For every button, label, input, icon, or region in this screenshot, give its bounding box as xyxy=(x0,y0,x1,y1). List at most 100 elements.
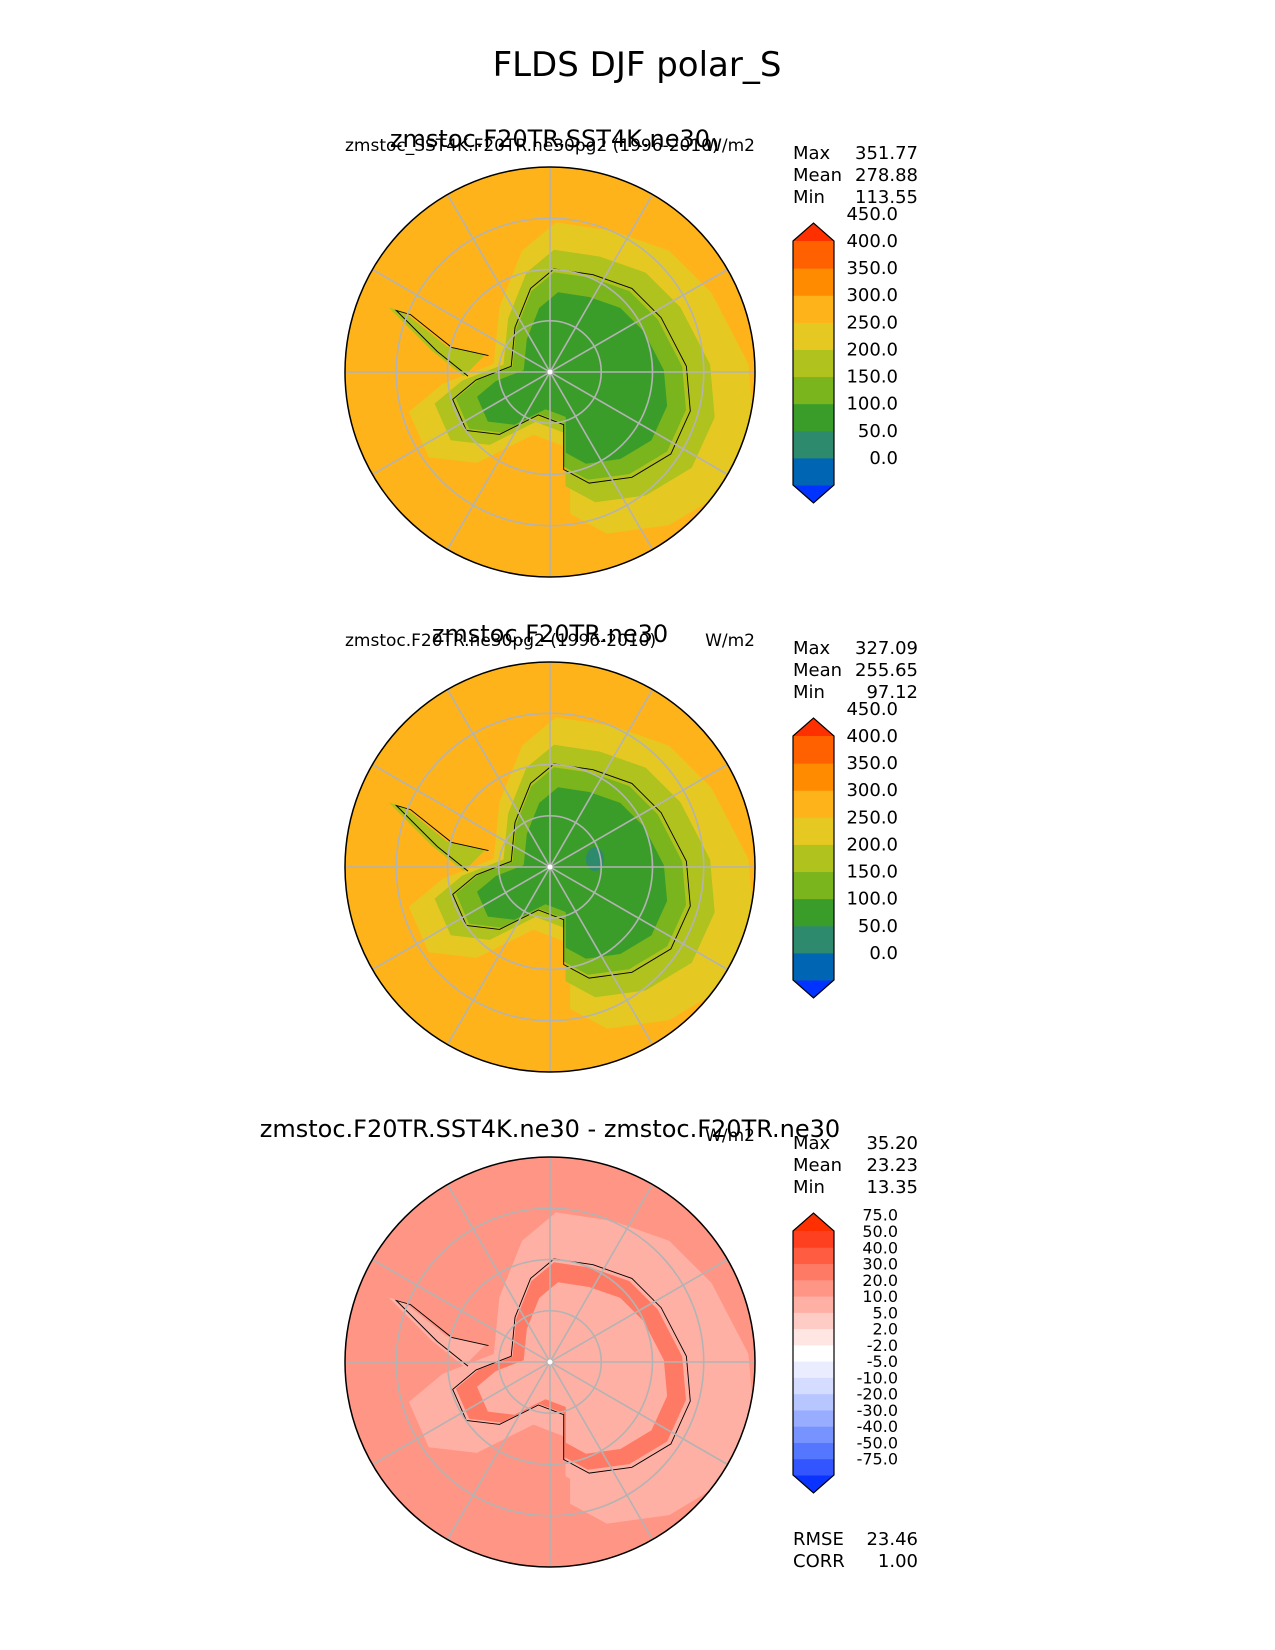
colorbar-swatch xyxy=(793,1361,834,1378)
colorbar-swatch xyxy=(793,1409,834,1427)
colorbar-tick-label: -50.0 xyxy=(857,1433,898,1452)
colorbar-swatch xyxy=(793,1279,834,1297)
colorbar-tick-label: 200.0 xyxy=(846,339,898,360)
colorbar-tick-label: 200.0 xyxy=(846,834,898,855)
pole-marker xyxy=(547,864,553,870)
stat-label: Max xyxy=(793,638,831,659)
panel-units-label: W/m2 xyxy=(705,136,755,156)
colorbar-extend-min xyxy=(793,980,834,998)
colorbar-tick-label: 75.0 xyxy=(862,1206,898,1225)
colorbar-tick-label: 150.0 xyxy=(846,367,898,388)
colorbar-outline xyxy=(792,222,835,504)
stat-value: 97.12 xyxy=(866,682,918,703)
colorbar-swatch xyxy=(793,430,834,459)
colorbar-swatch xyxy=(793,1458,834,1476)
polar-map xyxy=(345,662,755,1072)
figure-title: FLDS DJF polar_S xyxy=(493,45,782,85)
colorbar-extend-min xyxy=(793,485,834,503)
stat-label: Mean xyxy=(793,660,842,681)
plateau-field xyxy=(477,1282,668,1454)
peninsula-field xyxy=(388,307,486,377)
metric-label: CORR xyxy=(793,1551,845,1572)
colorbar-outline xyxy=(792,717,835,999)
colorbar-tick-label: 50.0 xyxy=(858,421,898,442)
colorbar-tick-label: 100.0 xyxy=(846,889,898,910)
colorbar-tick-label: 450.0 xyxy=(846,204,898,225)
colorbar-extend-min xyxy=(793,1475,834,1493)
coastline xyxy=(452,1258,691,1474)
colorbar-tick-label: 50.0 xyxy=(858,916,898,937)
colorbar-swatch xyxy=(793,952,834,981)
colorbar-swatch xyxy=(793,1263,834,1281)
stat-value: 351.77 xyxy=(855,143,918,164)
stat-value: 35.20 xyxy=(866,1133,918,1154)
colorbar-swatch xyxy=(793,1442,834,1460)
peninsula-field xyxy=(388,802,486,872)
metric-label: RMSE xyxy=(793,1529,844,1550)
colorbar-swatch xyxy=(793,844,834,873)
colorbar-swatch xyxy=(793,1247,834,1265)
colorbar-tick-label: -10.0 xyxy=(857,1368,898,1387)
colorbar-tick-label: -30.0 xyxy=(857,1401,898,1420)
colorbar-tick-label: 350.0 xyxy=(846,258,898,279)
map-panel: zmstoc.F20TR.SST4K.ne30 - zmstoc.F20TR.n… xyxy=(260,1115,918,1572)
colorbar-tick-label: 0.0 xyxy=(869,943,898,964)
colorbar-tick-label: 300.0 xyxy=(846,285,898,306)
colorbar-swatch xyxy=(793,763,834,791)
colorbar-swatch xyxy=(793,1393,834,1411)
colorbar-tick-label: 250.0 xyxy=(846,312,898,333)
stat-value: 278.88 xyxy=(855,165,918,186)
panel-left-label: zmstoc_SST4K.F20TR.ne30pg2 (1996-2010) xyxy=(345,136,719,156)
colorbar-tick-label: 10.0 xyxy=(862,1287,898,1306)
pole-marker xyxy=(547,1359,553,1365)
panel-units-label: W/m2 xyxy=(705,631,755,651)
colorbar-swatch xyxy=(793,790,834,818)
colorbar-swatch xyxy=(793,376,834,405)
peninsula-coastline xyxy=(394,804,489,872)
colorbar-swatch xyxy=(793,736,834,764)
colorbar-swatch xyxy=(793,349,834,378)
colorbar-swatch xyxy=(793,1231,834,1248)
colorbar-extend-max xyxy=(793,1213,834,1231)
colorbar-tick-label: 40.0 xyxy=(862,1238,898,1257)
coastline xyxy=(452,268,691,484)
colorbar-tick-label: -40.0 xyxy=(857,1417,898,1436)
stat-label: Min xyxy=(793,187,825,208)
map-panel: zmstoc.F20TR.SST4K.ne30zmstoc_SST4K.F20T… xyxy=(344,125,918,578)
stat-label: Min xyxy=(793,1177,825,1198)
colorbar-tick-label: 400.0 xyxy=(846,726,898,747)
panel-units-label: W/m2 xyxy=(705,1126,755,1146)
colorbar-swatch xyxy=(793,817,834,845)
colorbar-swatch xyxy=(793,925,834,954)
colorbar-swatch xyxy=(793,1296,834,1313)
panel-left-label: zmstoc.F20TR.ne30pg2 (1996-2010) xyxy=(345,631,656,651)
colorbar-swatch xyxy=(793,871,834,900)
colorbar: 0.0 50.0 100.0 150.0 200.0 250.0 300.0 350.0 400… xyxy=(792,699,898,999)
colorbar-swatch xyxy=(793,1426,834,1443)
stat-value: 23.23 xyxy=(866,1155,918,1176)
colorbar-swatch xyxy=(793,1377,834,1395)
colorbar-swatch xyxy=(793,1344,834,1362)
colorbar-tick-label: 250.0 xyxy=(846,807,898,828)
panel-title: zmstoc.F20TR.ne30 xyxy=(432,620,668,648)
colorbar: 0.0 50.0 100.0 150.0 200.0 250.0 300.0 350.0 400… xyxy=(792,204,898,504)
pole-marker xyxy=(547,369,553,375)
plateau-field xyxy=(477,292,668,464)
coastline xyxy=(452,763,691,979)
stat-label: Min xyxy=(793,682,825,703)
colorbar-tick-label: 300.0 xyxy=(846,780,898,801)
stat-label: Max xyxy=(793,1133,831,1154)
colorbar-tick-label: 150.0 xyxy=(846,862,898,883)
colorbar: -75.0-50.0-40.0-30.0-20.0-10.0-5.0-2.02.… xyxy=(792,1206,898,1494)
colorbar-swatch xyxy=(793,457,834,486)
colorbar-tick-label: 5.0 xyxy=(873,1303,898,1322)
colorbar-swatch xyxy=(793,898,834,927)
peninsula-coastline xyxy=(394,1299,489,1367)
stat-label: Mean xyxy=(793,165,842,186)
colorbar-swatch xyxy=(793,322,834,350)
metric-value: 1.00 xyxy=(878,1551,918,1572)
colorbar-tick-label: -2.0 xyxy=(867,1336,898,1355)
colorbar-tick-label: -75.0 xyxy=(857,1450,898,1469)
